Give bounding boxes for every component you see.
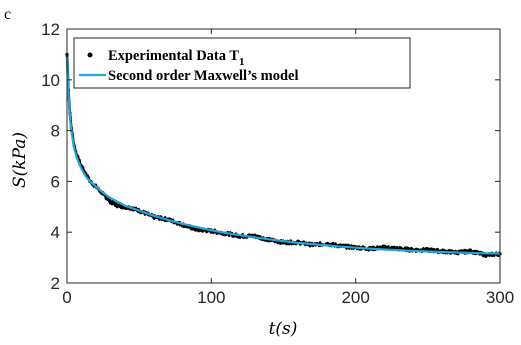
panel-label: c xyxy=(4,6,11,23)
plot-area xyxy=(65,52,502,258)
legend-marker-experimental xyxy=(87,52,93,58)
axis-ticks: 0 100 200 300 2 4 6 8 10 12 xyxy=(41,20,514,307)
data-point-experimental xyxy=(108,200,112,204)
legend-label-experimental: Experimental Data T1 xyxy=(108,48,245,68)
series-model-line xyxy=(65,56,501,255)
y-tick-label: 2 xyxy=(51,274,60,293)
x-tick-label: 100 xyxy=(197,288,225,307)
legend-box xyxy=(73,37,411,89)
data-point-experimental xyxy=(195,228,199,232)
x-tick-label: 200 xyxy=(341,288,369,307)
x-axis-label: t(s) xyxy=(269,319,298,339)
x-tick-label: 300 xyxy=(486,288,514,307)
y-tick-label: 10 xyxy=(41,71,60,90)
legend-label-model: Second order Maxwell’s model xyxy=(108,68,299,84)
data-point-experimental xyxy=(382,245,387,249)
y-tick-label: 8 xyxy=(51,122,60,141)
data-point-experimental xyxy=(115,203,120,208)
y-axis-label: S(kPa) xyxy=(10,132,30,188)
x-tick-label: 0 xyxy=(62,288,71,307)
y-tick-label: 4 xyxy=(51,223,60,242)
y-tick-label: 12 xyxy=(41,20,60,39)
plot-frame xyxy=(66,28,501,284)
y-tick-label: 6 xyxy=(51,172,60,191)
legend: Experimental Data T1 Second order Maxwel… xyxy=(73,37,411,89)
